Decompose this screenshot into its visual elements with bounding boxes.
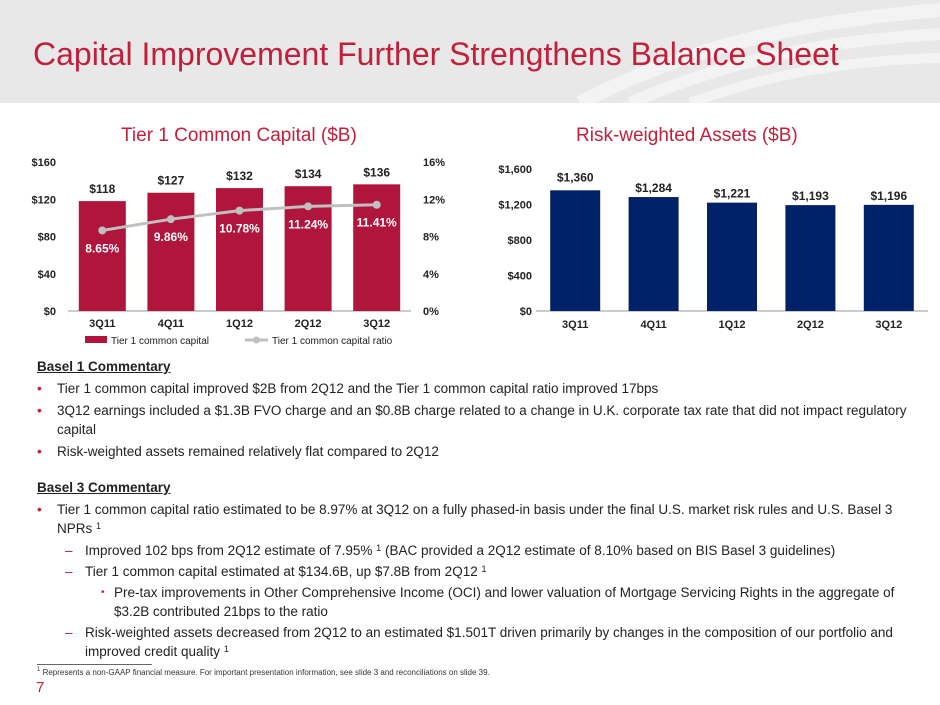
y-tick-label: $0: [520, 306, 532, 318]
bar: [147, 192, 195, 311]
y-tick-label: $1,600: [498, 164, 532, 176]
bullet-text: Pre-tax improvements in Other Comprehens…: [114, 585, 895, 619]
bullet: Risk-weighted assets remained relatively…: [37, 442, 917, 461]
bullet-text: 3Q12 earnings included a $1.3B FVO charg…: [57, 403, 907, 437]
footnote-ref: 1: [96, 521, 102, 531]
bullet-text: Improved 102 bps from 2Q12 estimate of 7…: [85, 543, 373, 558]
ratio-value-label: 8.65%: [85, 241, 119, 255]
x-tick-label: 3Q11: [562, 319, 588, 331]
ratio-value-label: 11.24%: [288, 217, 328, 231]
bar: [628, 197, 679, 311]
x-tick-label: 4Q11: [640, 319, 666, 331]
legend-label: Tier 1 common capital ratio: [272, 336, 393, 347]
bullet: 3Q12 earnings included a $1.3B FVO charg…: [37, 401, 917, 439]
bar-value-label: $1,360: [557, 170, 594, 184]
page-title: Capital Improvement Further Strengthens …: [33, 36, 839, 72]
bullet-text: Tier 1 common capital improved $2B from …: [57, 381, 659, 396]
chart-title-rwa: Risk-weighted Assets ($B): [576, 125, 798, 146]
x-tick-label: 3Q12: [875, 319, 902, 331]
bar-value-label: $127: [158, 174, 185, 188]
footnote-ref: 1: [223, 644, 229, 654]
legend-swatch-bar: [85, 336, 107, 343]
rwa-chart: $0 $400 $800 $1,200 $1,600 $1,360 3Q11 $1,284 4Q…: [498, 164, 928, 331]
y2-tick-label: 0%: [423, 306, 439, 318]
y-tick-label: $0: [44, 306, 56, 318]
y2-tick-label: 12%: [423, 194, 445, 206]
ratio-value-label: 10.78%: [219, 222, 260, 236]
y-tick-label: $80: [38, 232, 56, 244]
ratio-point: [304, 202, 313, 211]
x-tick-label: 2Q12: [295, 318, 322, 330]
ratio-point: [372, 200, 381, 209]
footnote: 1 Represents a non-GAAP financial measur…: [37, 667, 490, 677]
legend-label: Tier 1 common capital: [111, 336, 209, 347]
sub-bullet: Tier 1 common capital estimated at $134.…: [37, 562, 917, 581]
bar-value-label: $132: [226, 169, 253, 183]
ratio-point: [98, 226, 107, 235]
bullet-text: Tier 1 common capital estimated at $134.…: [85, 564, 478, 579]
x-tick-label: 3Q12: [363, 318, 390, 330]
bar-value-label: $1,284: [635, 181, 672, 195]
x-tick-label: 2Q12: [797, 319, 824, 331]
footnote-divider: [37, 664, 152, 665]
bar: [216, 188, 263, 311]
header-band: Capital Improvement Further Strengthens …: [0, 0, 940, 103]
y2-tick-label: 16%: [423, 157, 445, 169]
bullet-text: Risk-weighted assets decreased from 2Q12…: [85, 625, 893, 659]
y-tick-label: $1,200: [498, 200, 532, 212]
sub-bullet: Improved 102 bps from 2Q12 estimate of 7…: [37, 541, 917, 560]
x-tick-label: 1Q12: [719, 319, 746, 331]
flag-decoration: [576, 3, 940, 103]
bar-value-label: $118: [89, 182, 115, 196]
bar-value-label: $134: [295, 167, 322, 181]
bar: [785, 205, 836, 311]
y-tick-label: $40: [38, 269, 56, 281]
bullet-text: Risk-weighted assets remained relatively…: [57, 444, 439, 459]
bar-value-label: $1,221: [714, 187, 751, 201]
bullet: Tier 1 common capital improved $2B from …: [37, 379, 917, 398]
bullet-text: Tier 1 common capital ratio estimated to…: [57, 502, 893, 536]
ratio-point: [166, 215, 175, 224]
bar: [863, 204, 914, 311]
tier1-chart: $0 $40 $80 $120 $160 0% 4% 8% 12% 16% $118 3Q11 $127…: [32, 157, 446, 347]
bar: [707, 202, 757, 311]
ratio-point: [235, 206, 244, 215]
bar-value-label: $136: [363, 165, 390, 179]
bar-value-label: $1,196: [870, 189, 907, 203]
x-tick-label: 1Q12: [226, 318, 253, 330]
basel1-title: Basel 1 Commentary: [37, 359, 171, 374]
bar: [550, 190, 601, 311]
x-tick-label: 3Q11: [89, 318, 115, 330]
bullet-text: (BAC provided a 2Q12 estimate of 8.10% b…: [384, 543, 836, 558]
commentary: Basel 1 Commentary Tier 1 common capital…: [37, 357, 917, 663]
bar: [78, 201, 126, 311]
x-tick-label: 4Q11: [158, 318, 184, 330]
y-tick-label: $120: [32, 194, 56, 206]
footnote-ref: 1: [376, 543, 382, 553]
bar-value-label: $1,193: [792, 189, 829, 203]
sub-bullet: Risk-weighted assets decreased from 2Q12…: [37, 623, 917, 661]
y2-tick-label: 8%: [423, 232, 439, 244]
bullet: Tier 1 common capital ratio estimated to…: [37, 500, 917, 538]
sub-sub-bullet: Pre-tax improvements in Other Comprehens…: [37, 583, 917, 621]
ratio-value-label: 11.41%: [357, 216, 397, 230]
y-tick-label: $400: [508, 271, 532, 283]
ratio-value-label: 9.86%: [154, 230, 188, 244]
footnote-text: Represents a non-GAAP financial measure.…: [42, 668, 490, 677]
y-tick-label: $160: [32, 157, 56, 169]
page-number: 7: [36, 679, 45, 696]
y2-tick-label: 4%: [423, 269, 439, 281]
y-tick-label: $800: [508, 235, 532, 247]
chart-title-tier1: Tier 1 Common Capital ($B): [121, 125, 357, 146]
basel3-title: Basel 3 Commentary: [37, 480, 171, 495]
footnote-ref: 1: [481, 564, 487, 574]
footnote-mark: 1: [37, 667, 41, 673]
legend-swatch-point: [253, 336, 260, 344]
